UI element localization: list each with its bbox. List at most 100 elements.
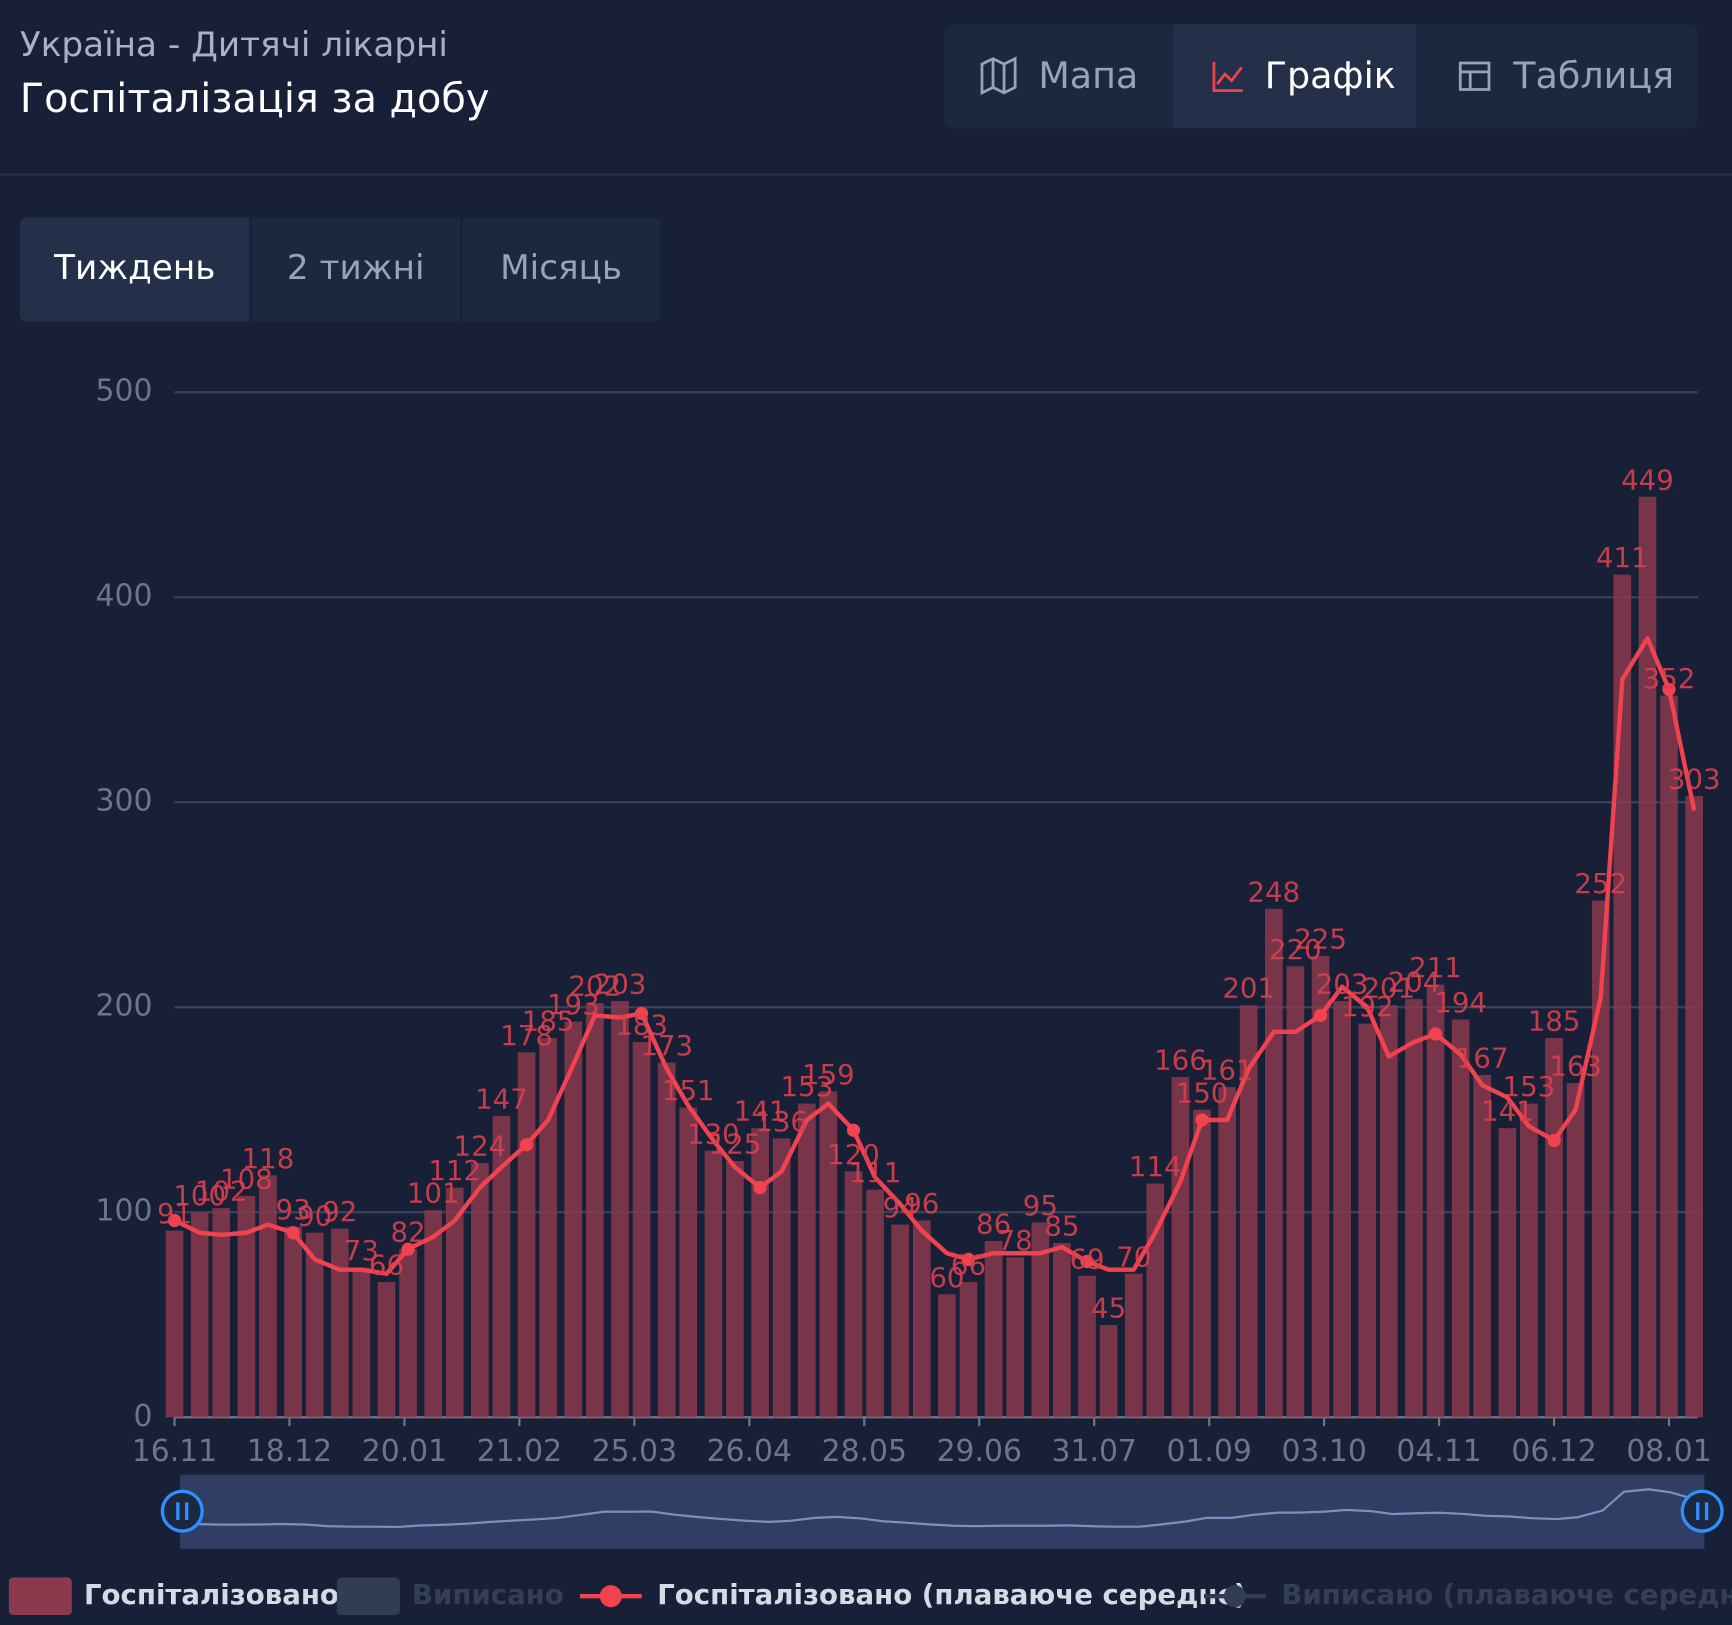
data-label: 141 (1481, 1095, 1534, 1128)
data-label: 201 (1222, 972, 1275, 1005)
x-tick-label: 26.04 (707, 1434, 792, 1469)
x-tick-label: 08.01 (1626, 1434, 1711, 1469)
bar (284, 1226, 302, 1418)
legend-item[interactable]: Виписано (336, 1577, 564, 1615)
data-label: 178 (500, 1019, 553, 1052)
data-label: 73 (344, 1234, 379, 1267)
x-tick-label: 31.07 (1052, 1434, 1137, 1469)
bar (539, 1037, 557, 1418)
view-tab[interactable]: Графік (1212, 54, 1396, 97)
bar (1473, 1074, 1492, 1418)
bar (1078, 1275, 1096, 1418)
data-label: 100 (173, 1179, 226, 1212)
data-label: 248 (1247, 875, 1300, 908)
legend-item[interactable]: Госпіталізовано (плаваюче середнє) (579, 1578, 1247, 1611)
plot: 0 100 200 300 400 500 16.11 18.12 20.01 21.02 25.0… (8, 374, 1732, 1615)
line-marker (167, 1213, 182, 1228)
data-label: 185 (522, 1005, 575, 1038)
bar (1613, 574, 1632, 1418)
navigator-line (187, 1488, 1696, 1529)
navigator-handle[interactable] (160, 1489, 204, 1533)
bar (1053, 1243, 1071, 1418)
line-marker (634, 1006, 649, 1021)
line-marker (961, 1252, 976, 1267)
x-tick-label: 04.11 (1396, 1434, 1481, 1469)
legend-dot (1223, 1585, 1246, 1608)
data-label: 203 (1316, 968, 1369, 1001)
x-tick-label: 29.06 (937, 1434, 1022, 1469)
bar (445, 1187, 464, 1418)
bar (984, 1240, 1003, 1418)
period-tab[interactable]: Місяць (500, 248, 622, 288)
data-label: 78 (998, 1224, 1033, 1257)
x-tick-label: 25.03 (592, 1434, 677, 1469)
legend-label: Виписано (412, 1578, 564, 1611)
navigator-handle[interactable] (1680, 1489, 1724, 1533)
x-tick-label: 16.11 (132, 1434, 217, 1469)
data-label: 124 (454, 1130, 507, 1163)
bar (377, 1281, 396, 1418)
bar (586, 1003, 604, 1418)
bar (1218, 1087, 1236, 1418)
data-label: 94 (883, 1191, 918, 1224)
view-tab[interactable]: Таблиця (1458, 54, 1674, 97)
line-marker (1195, 1113, 1209, 1127)
data-label: 159 (802, 1058, 855, 1091)
x-tick-label: 18.12 (247, 1434, 332, 1469)
x-tick-label: 01.09 (1166, 1434, 1251, 1469)
bar (657, 1062, 676, 1418)
bar (1426, 984, 1445, 1418)
y-tick-label: 400 (96, 579, 153, 614)
bar (1566, 1083, 1585, 1418)
data-label: 192 (1341, 990, 1394, 1023)
y-tick-label: 0 (133, 1399, 152, 1434)
bar (704, 1150, 723, 1418)
data-label: 167 (1456, 1041, 1509, 1074)
data-label: 147 (475, 1082, 528, 1115)
x-tick-label: 20.01 (362, 1434, 447, 1469)
bar (1311, 955, 1330, 1418)
bar (1358, 1023, 1377, 1418)
data-label: 150 (1176, 1076, 1229, 1109)
data-label: 69 (1069, 1242, 1104, 1275)
data-label: 82 (390, 1216, 425, 1249)
x-tick-label: 06.12 (1511, 1434, 1596, 1469)
tab-label: Графік (1265, 54, 1396, 97)
line-marker (1428, 1027, 1443, 1041)
bar (751, 1128, 769, 1418)
bar (564, 1021, 583, 1418)
bar (330, 1228, 349, 1418)
bar (959, 1281, 978, 1418)
data-label: 70 (1116, 1240, 1151, 1273)
data-label: 92 (322, 1195, 357, 1228)
bar (1451, 1019, 1470, 1418)
y-tick-label: 500 (96, 374, 153, 409)
view-tab[interactable]: Мапа (980, 54, 1138, 97)
line-marker (1313, 1008, 1328, 1023)
x-tick-label: 03.10 (1281, 1434, 1366, 1469)
bar (726, 1160, 744, 1418)
bar (305, 1232, 324, 1418)
bar (912, 1220, 931, 1418)
bar (1405, 999, 1423, 1418)
data-label: 202 (568, 970, 621, 1003)
line-marker (1080, 1254, 1094, 1269)
navigator[interactable] (180, 1474, 1705, 1549)
data-label: 153 (1503, 1070, 1556, 1103)
period-tab[interactable]: Тиждень (53, 248, 215, 288)
line-marker (1547, 1133, 1561, 1148)
legend-item[interactable]: Госпіталізовано (8, 1577, 339, 1615)
legend-item[interactable]: Виписано (плаваюче середнє) (1204, 1578, 1732, 1611)
data-label: 66 (951, 1248, 986, 1281)
line-marker (286, 1226, 300, 1240)
period-tab[interactable]: 2 тижні (287, 248, 425, 288)
data-label: 118 (242, 1142, 295, 1175)
data-label: 151 (662, 1074, 715, 1107)
chart-icon (1212, 61, 1243, 93)
data-label: 102 (195, 1175, 248, 1208)
tab-label: Таблиця (1512, 54, 1674, 97)
handle-grip (1696, 1502, 1709, 1520)
bar (212, 1208, 231, 1418)
line-marker (846, 1123, 861, 1137)
legend-dot (599, 1585, 622, 1608)
